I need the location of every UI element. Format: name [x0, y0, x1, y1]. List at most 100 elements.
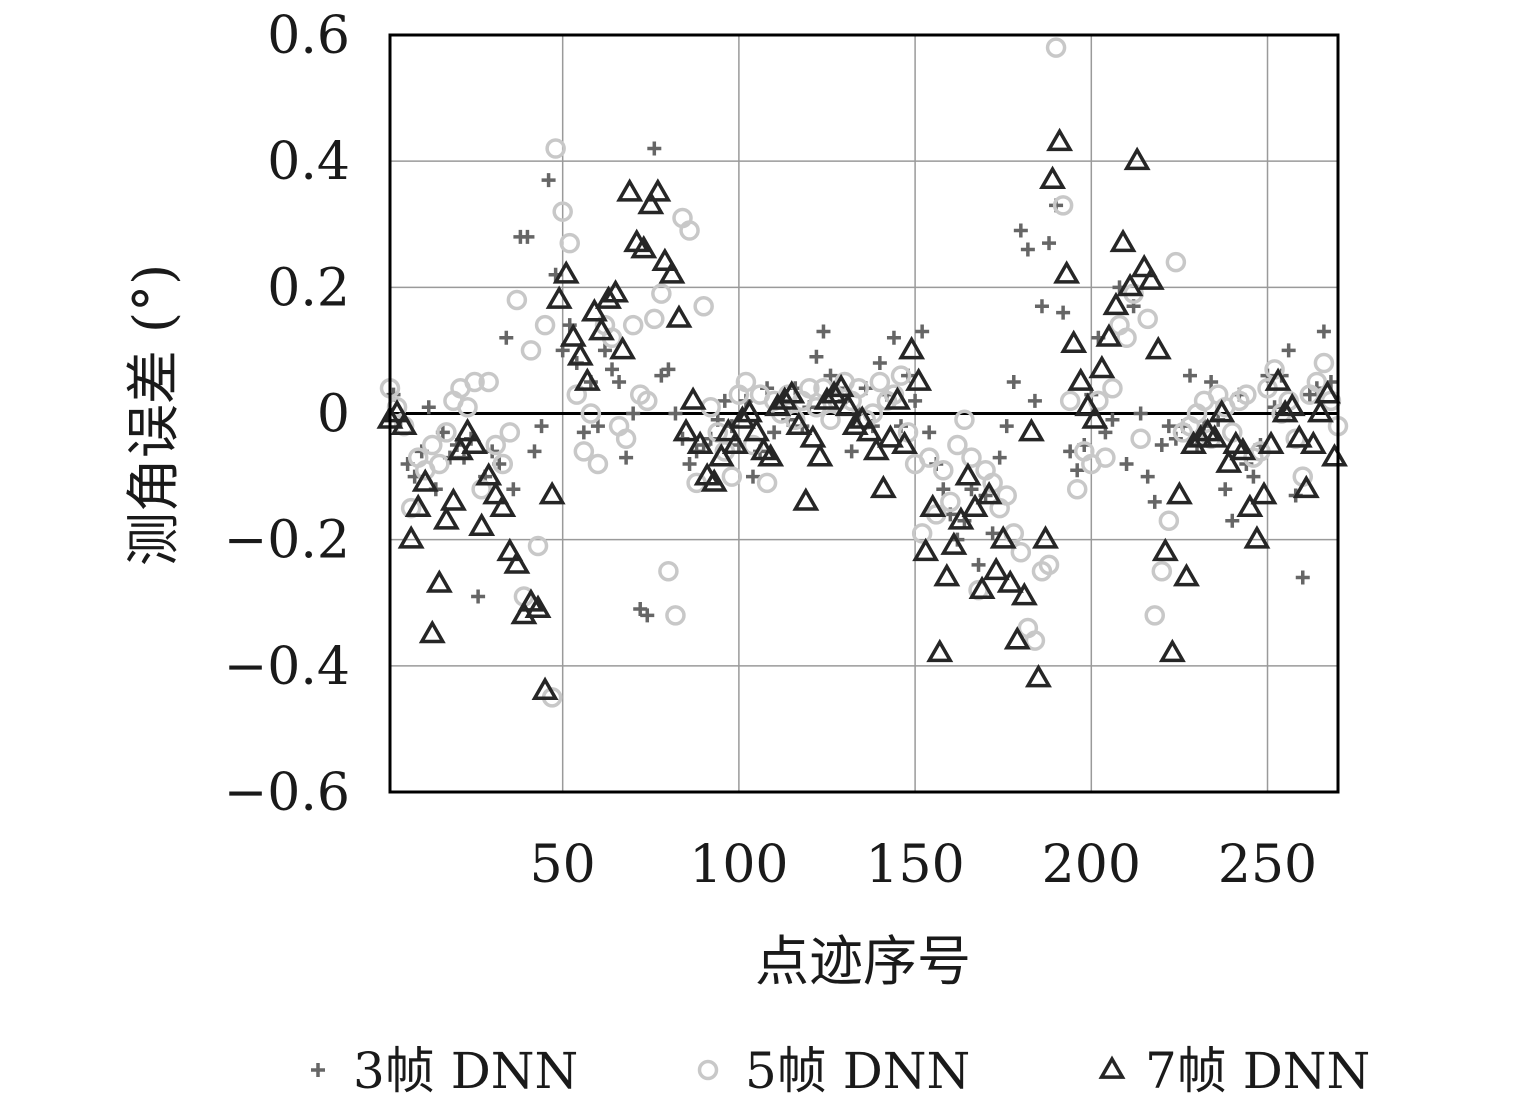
triangle-point	[1236, 493, 1264, 518]
plus-point	[1161, 419, 1176, 434]
triangle-point	[1180, 430, 1207, 454]
plus-point	[971, 557, 986, 572]
triangle-point	[489, 493, 517, 518]
circle-point	[1236, 384, 1257, 405]
legend-marker-circle	[697, 1059, 719, 1081]
plus-point	[1295, 570, 1310, 585]
triangle-point	[891, 430, 919, 454]
triangle-point	[876, 424, 904, 448]
plus-point	[597, 343, 612, 358]
triangle-point	[1010, 581, 1038, 606]
triangle-point	[1271, 398, 1299, 423]
plus-point	[809, 349, 824, 364]
triangle-point	[898, 335, 926, 360]
triangle-point	[1130, 253, 1158, 278]
triangle-point	[418, 619, 446, 644]
circle-point	[658, 560, 679, 582]
circle-point	[485, 434, 506, 456]
plus-point	[1119, 456, 1134, 471]
triangle-point	[587, 316, 615, 341]
triangle-point	[1137, 266, 1165, 290]
plus-point	[1105, 412, 1120, 427]
plus-point	[1056, 305, 1071, 320]
plus-point	[1147, 494, 1162, 509]
circle-point	[534, 314, 556, 336]
triangle-point	[630, 234, 658, 259]
circle-point	[527, 535, 549, 557]
triangle-point	[982, 556, 1010, 581]
circle-point	[1144, 605, 1165, 626]
triangle-point	[545, 285, 573, 309]
plus-point	[1182, 368, 1197, 383]
y-tick-label: −0.6	[224, 763, 350, 823]
plus-point	[506, 482, 521, 497]
triangle-point	[940, 531, 968, 555]
triangle-point	[989, 525, 1017, 549]
triangle-point	[778, 380, 806, 404]
triangle-point	[862, 436, 890, 461]
plus-point	[1070, 463, 1085, 478]
triangle-point	[672, 417, 700, 442]
triangle-point	[975, 481, 1003, 505]
triangle-point	[496, 537, 524, 562]
plus-point	[915, 324, 930, 339]
plus-point	[1133, 406, 1148, 421]
triangle-point	[834, 392, 862, 417]
circle-point	[954, 409, 975, 431]
triangle-point	[968, 575, 996, 600]
x-tick-label: 150	[865, 835, 964, 895]
plus-point	[527, 444, 542, 459]
triangle-point	[919, 493, 947, 518]
circle-point	[478, 371, 499, 393]
plus-point	[1013, 223, 1028, 238]
circle-point	[1024, 630, 1046, 651]
triangle-point	[454, 417, 482, 442]
triangle-point	[707, 443, 735, 467]
triangle-point	[531, 676, 559, 700]
triangle-point	[757, 443, 785, 467]
triangle-point	[1116, 272, 1144, 297]
circle-point	[587, 453, 609, 475]
triangle-point	[1074, 392, 1102, 417]
triangle-point	[996, 569, 1024, 593]
y-tick-label: −0.2	[224, 511, 350, 571]
circle-point	[622, 314, 644, 336]
triangle-point	[1187, 424, 1215, 448]
plot-area-frame	[388, 33, 1340, 794]
series-triangle	[376, 127, 1348, 700]
triangle-point	[714, 417, 742, 442]
circle-point	[1052, 195, 1074, 216]
plus-point	[992, 450, 1007, 465]
legend-item: 7帧 DNN	[1098, 1042, 1370, 1100]
circle-point	[869, 371, 891, 393]
triangle-point	[743, 417, 770, 442]
triangle-point	[658, 260, 686, 284]
triangle-point	[1109, 228, 1137, 253]
triangle-point	[1313, 380, 1341, 404]
triangle-point	[644, 178, 672, 202]
circle-point	[799, 378, 820, 399]
triangle-point	[792, 487, 820, 511]
x-tick-label: 100	[689, 835, 788, 895]
circle-point	[1066, 478, 1088, 500]
triangle-point	[947, 506, 975, 530]
legend-marker-triangle	[1098, 1055, 1126, 1079]
plus-point	[985, 526, 1000, 541]
circle-point	[1306, 371, 1328, 393]
circle-point	[1038, 554, 1060, 576]
y-tick-label: 0.6	[267, 6, 350, 66]
circle-point	[883, 384, 905, 405]
plus-point	[1302, 387, 1317, 402]
x-axis-title: 点迹序号	[755, 930, 971, 993]
circle-point	[1010, 542, 1032, 563]
triangle-point	[1095, 323, 1123, 347]
plus-point	[647, 141, 662, 156]
triangle-point	[1046, 127, 1074, 152]
triangle-point	[439, 487, 467, 511]
circle-point	[961, 447, 982, 468]
circle-point	[1158, 510, 1180, 531]
triangle-point	[806, 443, 834, 467]
data-series	[376, 37, 1349, 708]
legend-item: 3帧 DNN	[311, 1042, 578, 1100]
